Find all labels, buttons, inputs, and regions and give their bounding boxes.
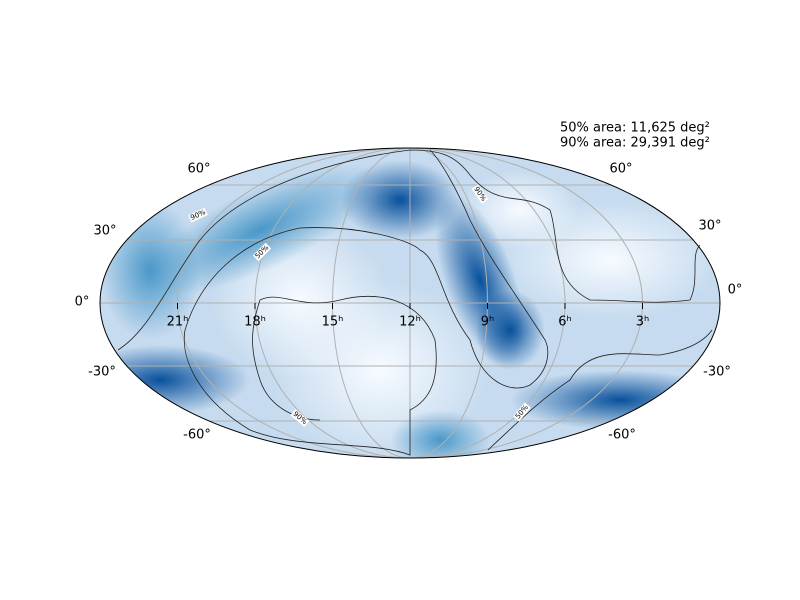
lat-label: 0°	[75, 295, 90, 310]
contour-label-bg	[471, 184, 489, 204]
lat-label: 60°	[609, 162, 632, 177]
lat-label: -60°	[608, 428, 636, 443]
contour-label-bg	[252, 242, 272, 262]
ra-label: 6ʰ	[558, 315, 572, 330]
map-frame	[99, 147, 721, 459]
lat-label: 60°	[187, 162, 210, 177]
lat-label: -30°	[88, 365, 116, 380]
lat-label: -60°	[183, 428, 211, 443]
contour-label-bg	[290, 409, 310, 427]
ra-label: 12ʰ	[399, 315, 421, 330]
ra-ticks	[177, 303, 643, 309]
lat-label: -30°	[703, 365, 731, 380]
area-annotation: 50% area: 11,625 deg²	[560, 121, 710, 136]
lat-label: 30°	[698, 219, 721, 234]
labels: 60° 30° 0° -30° -60° 60° 30° 0° -30° -60° 21ʰ 18ʰ 15…	[75, 162, 743, 443]
ra-label: 15ʰ	[322, 315, 344, 330]
ra-label: 21ʰ	[167, 315, 189, 330]
contours	[117, 149, 713, 456]
ra-label: 9ʰ	[481, 315, 495, 330]
lat-label: 30°	[93, 224, 116, 239]
contour-label-bg	[188, 207, 208, 223]
probability-map	[100, 148, 720, 458]
contour-label-bg	[513, 402, 531, 422]
ra-label: 18ʰ	[244, 315, 266, 330]
lat-label: 0°	[728, 283, 743, 298]
ra-label: 3ʰ	[636, 315, 650, 330]
area-annotation: 90% area: 29,391 deg²	[560, 136, 710, 151]
